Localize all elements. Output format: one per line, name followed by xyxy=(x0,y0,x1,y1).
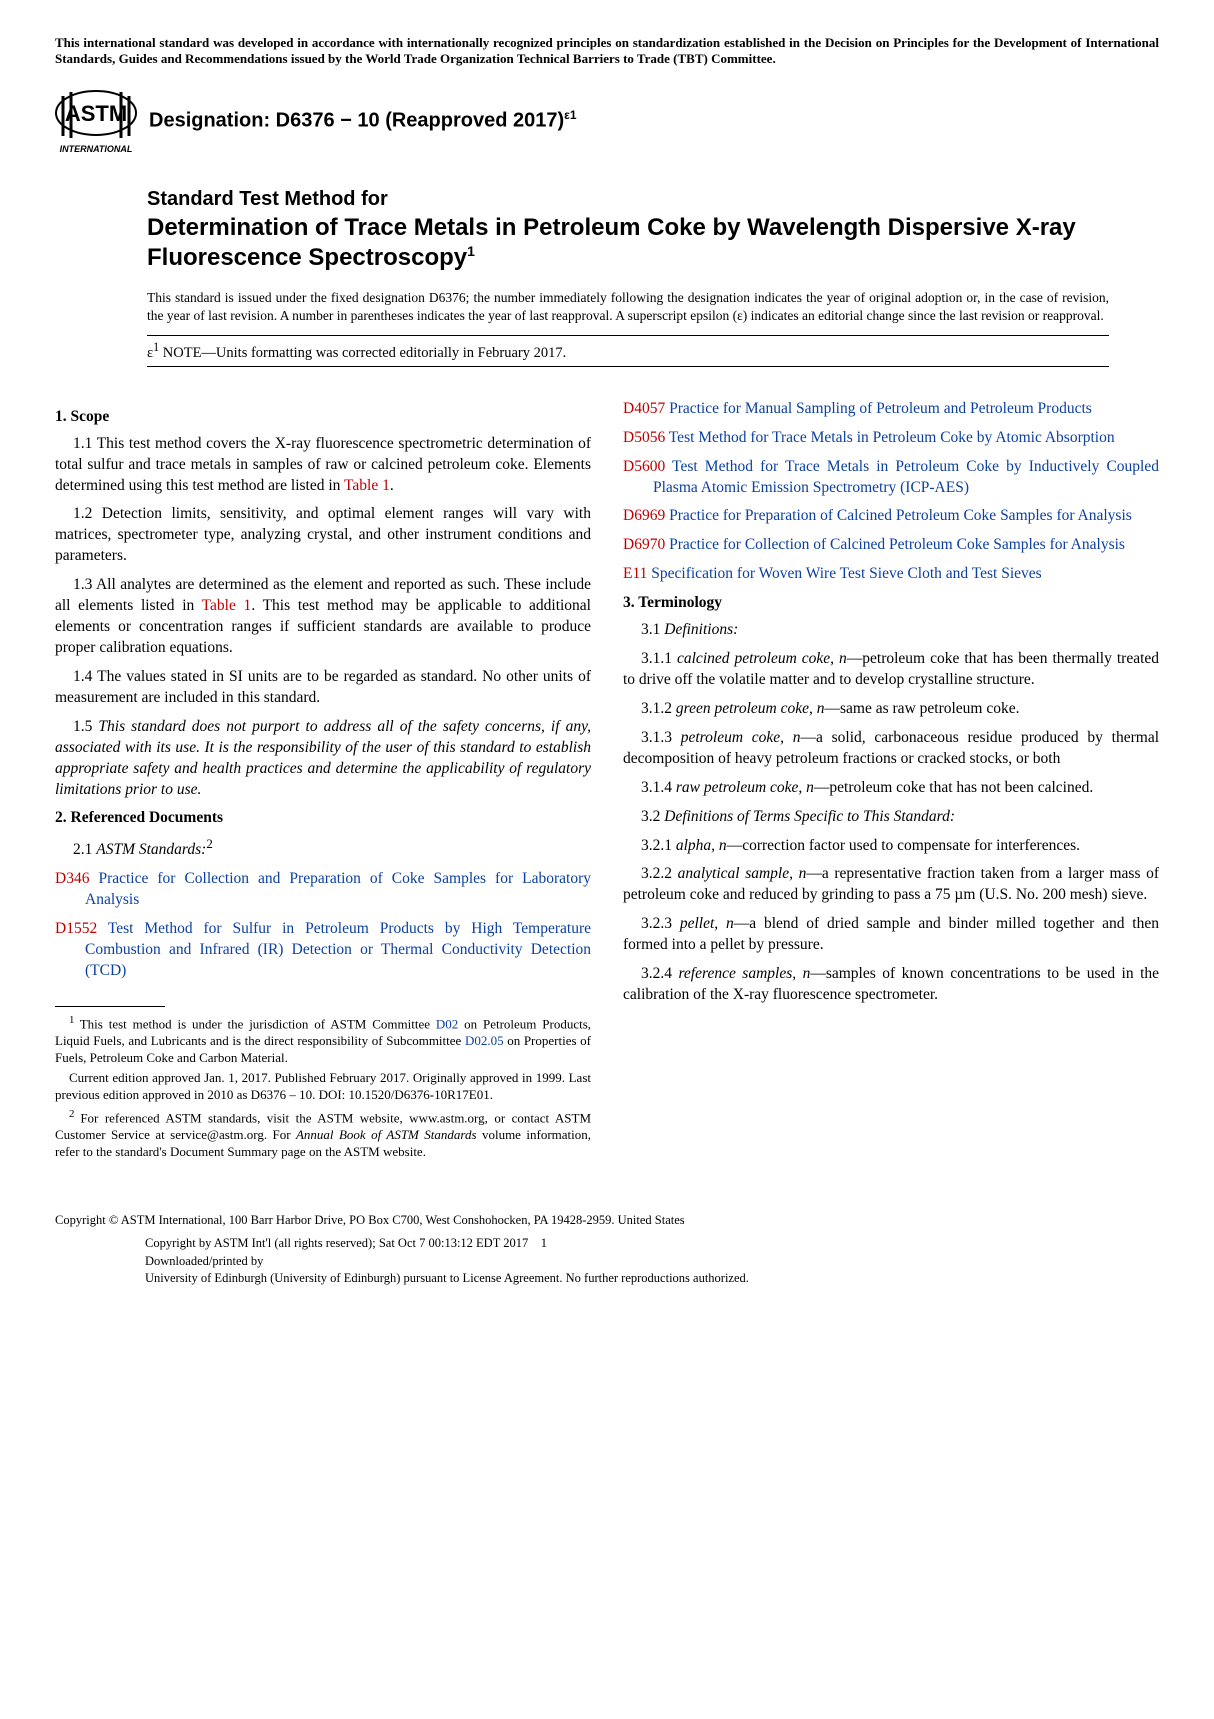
def-3.2.4: 3.2.4 reference samples, n—samples of kn… xyxy=(623,964,1159,1006)
body-columns: 1. Scope 1.1 This test method covers the… xyxy=(55,399,1159,1164)
svg-text:INTERNATIONAL: INTERNATIONAL xyxy=(60,144,133,154)
ref-d5056: D5056 Test Method for Trace Metals in Pe… xyxy=(623,428,1159,449)
ref-code[interactable]: D6970 xyxy=(623,536,665,553)
svg-text:ASTM: ASTM xyxy=(65,101,127,126)
def-3.1.2: 3.1.2 green petroleum coke, n—same as ra… xyxy=(623,699,1159,720)
definitions-label: 3.1 Definitions: xyxy=(623,620,1159,641)
ref-code[interactable]: D4057 xyxy=(623,400,665,417)
title-main: Determination of Trace Metals in Petrole… xyxy=(147,213,1159,273)
ref-d6970: D6970 Practice for Collection of Calcine… xyxy=(623,535,1159,556)
ref-code[interactable]: D346 xyxy=(55,870,89,887)
ref-code[interactable]: E11 xyxy=(623,565,647,582)
def-3.1.3: 3.1.3 petroleum coke, n—a solid, carbona… xyxy=(623,728,1159,770)
footer-line3: University of Edinburgh (University of E… xyxy=(55,1270,1159,1288)
copyright-line: Copyright © ASTM International, 100 Barr… xyxy=(55,1212,1159,1230)
definitions2-label: 3.2 Definitions of Terms Specific to Thi… xyxy=(623,807,1159,828)
right-column: D4057 Practice for Manual Sampling of Pe… xyxy=(623,399,1159,1164)
header: ASTM INTERNATIONAL Designation: D6376 − … xyxy=(55,86,1159,156)
footnote-1: 1 This test method is under the jurisdic… xyxy=(55,1013,591,1067)
designation: Designation: D6376 − 10 (Reapproved 2017… xyxy=(149,108,577,133)
ref-d5600: D5600 Test Method for Trace Metals in Pe… xyxy=(623,457,1159,499)
ref-code[interactable]: D5600 xyxy=(623,458,665,475)
scope-heading: 1. Scope xyxy=(55,407,591,428)
footer-line1: Copyright by ASTM Int'l (all rights rese… xyxy=(55,1235,1159,1253)
subcommittee-link[interactable]: D02.05 xyxy=(465,1033,504,1048)
ref-d1552: D1552 Test Method for Sulfur in Petroleu… xyxy=(55,919,591,982)
scope-1.5: 1.5 This standard does not purport to ad… xyxy=(55,717,591,801)
footnote-rule xyxy=(55,1006,165,1007)
scope-1.1: 1.1 This test method covers the X-ray fl… xyxy=(55,434,591,497)
astm-standards-label: 2.1 ASTM Standards:2 xyxy=(55,835,591,861)
def-3.2.1: 3.2.1 alpha, n—correction factor used to… xyxy=(623,836,1159,857)
scope-1.4: 1.4 The values stated in SI units are to… xyxy=(55,667,591,709)
issuance-note: This standard is issued under the fixed … xyxy=(147,289,1159,325)
committee-link[interactable]: D02 xyxy=(436,1016,458,1031)
ref-code[interactable]: D5056 xyxy=(623,429,665,446)
footnote-2: 2 For referenced ASTM standards, visit t… xyxy=(55,1107,591,1161)
title-block: Standard Test Method for Determination o… xyxy=(147,188,1159,273)
footer-line2: Downloaded/printed by xyxy=(55,1253,1159,1271)
def-3.2.3: 3.2.3 pellet, n—a blend of dried sample … xyxy=(623,914,1159,956)
ref-code[interactable]: D6969 xyxy=(623,507,665,524)
def-3.1.1: 3.1.1 calcined petroleum coke, n—petrole… xyxy=(623,649,1159,691)
left-column: 1. Scope 1.1 This test method covers the… xyxy=(55,399,591,1164)
footnote-1b: Current edition approved Jan. 1, 2017. P… xyxy=(55,1070,591,1104)
table1-link[interactable]: Table 1 xyxy=(344,477,390,494)
refdocs-heading: 2. Referenced Documents xyxy=(55,808,591,829)
terminology-heading: 3. Terminology xyxy=(623,593,1159,614)
ref-d4057: D4057 Practice for Manual Sampling of Pe… xyxy=(623,399,1159,420)
footnotes: 1 This test method is under the jurisdic… xyxy=(55,1013,591,1161)
document-page: This international standard was develope… xyxy=(0,0,1214,1318)
ref-d6969: D6969 Practice for Preparation of Calcin… xyxy=(623,506,1159,527)
astm-logo: ASTM INTERNATIONAL xyxy=(55,86,137,156)
page-number: 1 xyxy=(541,1236,547,1250)
page-footer: Copyright © ASTM International, 100 Barr… xyxy=(55,1212,1159,1288)
scope-1.2: 1.2 Detection limits, sensitivity, and o… xyxy=(55,504,591,567)
ref-e11: E11 Specification for Woven Wire Test Si… xyxy=(623,564,1159,585)
top-notice: This international standard was develope… xyxy=(55,35,1159,68)
ref-d346: D346 Practice for Collection and Prepara… xyxy=(55,869,591,911)
scope-1.3: 1.3 All analytes are determined as the e… xyxy=(55,575,591,659)
def-3.2.2: 3.2.2 analytical sample, n—a representat… xyxy=(623,864,1159,906)
table1-link[interactable]: Table 1 xyxy=(202,597,252,614)
ref-code[interactable]: D1552 xyxy=(55,920,97,937)
title-pre: Standard Test Method for xyxy=(147,188,1159,211)
epsilon-note: ε1 NOTE—Units formatting was corrected e… xyxy=(147,335,1109,367)
def-3.1.4: 3.1.4 raw petroleum coke, n—petroleum co… xyxy=(623,778,1159,799)
